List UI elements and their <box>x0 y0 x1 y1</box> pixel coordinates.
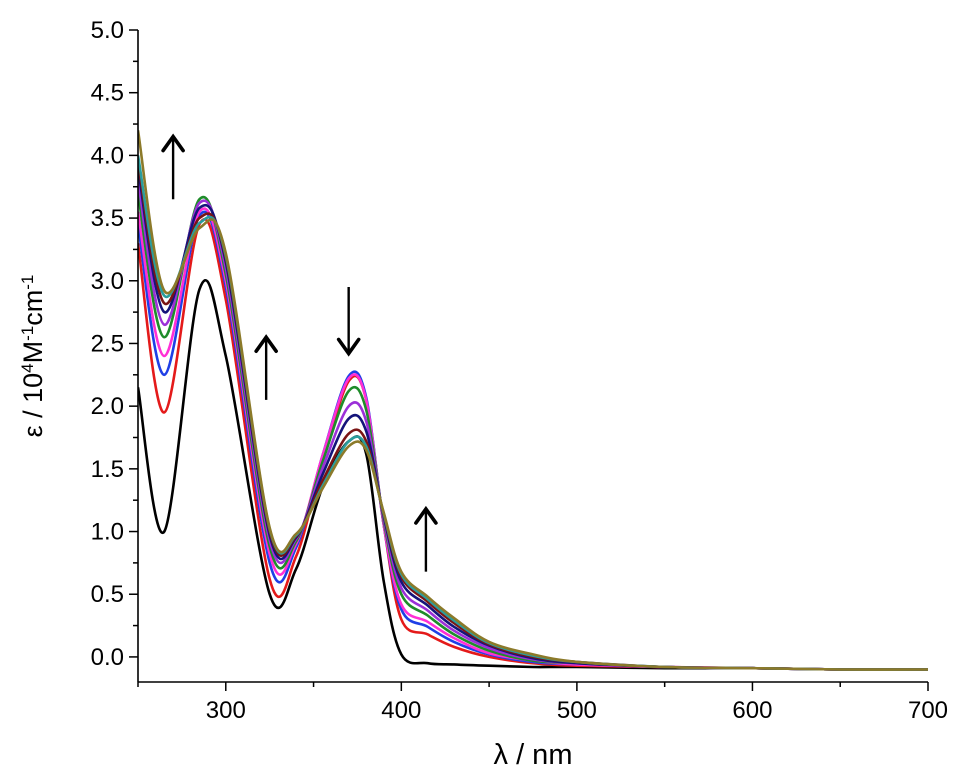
series-line-7 <box>138 167 928 671</box>
y-tick-label: 2.5 <box>91 330 124 357</box>
x-tick-label: 500 <box>557 697 597 724</box>
y-tick-label: 3.0 <box>91 268 124 295</box>
x-axis-label: λ / nm <box>494 739 573 771</box>
plot-frame <box>138 30 928 682</box>
series-line-9 <box>138 155 928 671</box>
series-line-8 <box>138 161 928 671</box>
series-line-6 <box>138 180 928 671</box>
y-tick-label: 4.5 <box>91 80 124 107</box>
annotation-arrows <box>161 133 438 572</box>
arrow-up-1 <box>161 133 185 200</box>
y-tick-label: 3.5 <box>91 205 124 232</box>
y-tick-label: 0.0 <box>91 644 124 671</box>
arrow-down-3 <box>336 287 361 357</box>
x-tick-label: 600 <box>732 697 772 724</box>
y-axis-label: ε / 104M-1cm-1 <box>18 275 49 438</box>
x-tick-label: 700 <box>908 697 948 724</box>
series-group <box>138 130 928 671</box>
y-tick-label: 2.0 <box>91 393 124 420</box>
x-ticks: 300 400 500 600 700 <box>137 682 948 724</box>
y-tick-label: 1.0 <box>91 519 124 546</box>
arrow-up-2 <box>254 334 278 400</box>
y-label-sup2: -1 <box>18 326 37 341</box>
arrow-up-4 <box>414 505 438 572</box>
y-tick-label: 1.5 <box>91 456 124 483</box>
y-tick-label: 4.0 <box>91 142 124 169</box>
y-tick-label: 5.0 <box>91 17 124 44</box>
series-line-5 <box>138 192 928 671</box>
y-label-sup1: 4 <box>18 363 37 372</box>
y-ticks: 0.0 0.5 1.0 1.5 2.0 2.5 3.0 3.5 4.0 4.5 5.0 <box>91 17 138 671</box>
series-line-10 <box>138 130 928 671</box>
y-label-prefix: ε / 10 <box>18 373 48 438</box>
series-line-3 <box>138 210 928 671</box>
series-line-4 <box>138 207 928 671</box>
y-label-sup3: -1 <box>18 275 37 290</box>
y-label-mid: M <box>18 341 48 364</box>
y-tick-label: 0.5 <box>91 581 124 608</box>
x-tick-label: 400 <box>381 697 421 724</box>
y-label-mid2: cm <box>18 290 48 326</box>
x-tick-label: 300 <box>206 697 246 724</box>
